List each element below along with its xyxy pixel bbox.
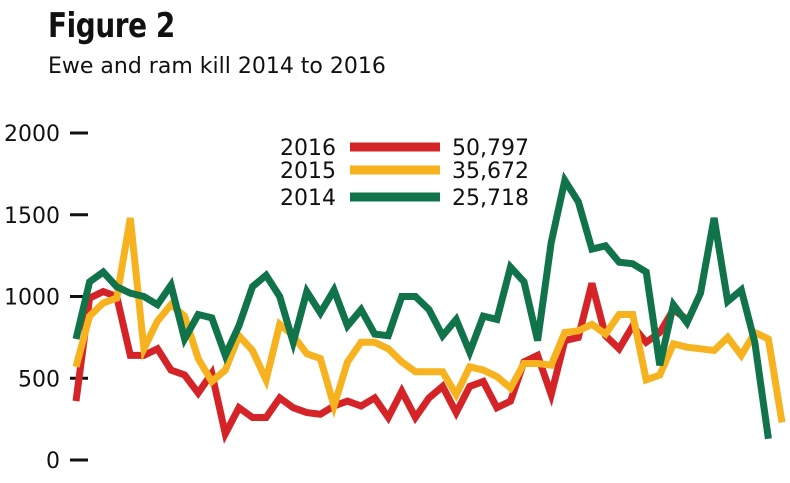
legend-value-2015: 35,672 [452, 159, 529, 184]
series-lines [72, 171, 786, 444]
y-tick-label: 0 [46, 449, 60, 474]
series-line-2014 [72, 171, 772, 440]
legend-value-2016: 50,797 [452, 136, 529, 161]
series-line-2015 [72, 217, 786, 423]
legend-label-2014: 2014 [280, 186, 336, 211]
legend: 2016 50,797 2015 35,672 2014 25,718 [280, 136, 529, 211]
y-axis: 0 500 1000 1500 2000 [4, 122, 88, 474]
y-tick-label: 500 [18, 367, 60, 392]
y-tick-label: 1000 [4, 286, 60, 311]
legend-label-2016: 2016 [280, 136, 336, 161]
legend-label-2015: 2015 [280, 159, 336, 184]
y-tick-label: 2000 [4, 122, 60, 147]
figure-title: Figure 2 [48, 6, 175, 46]
y-tick-label: 1500 [4, 204, 60, 229]
figure-subtitle: Ewe and ram kill 2014 to 2016 [48, 54, 386, 79]
series-line-2016 [72, 282, 690, 444]
legend-value-2014: 25,718 [452, 186, 529, 211]
